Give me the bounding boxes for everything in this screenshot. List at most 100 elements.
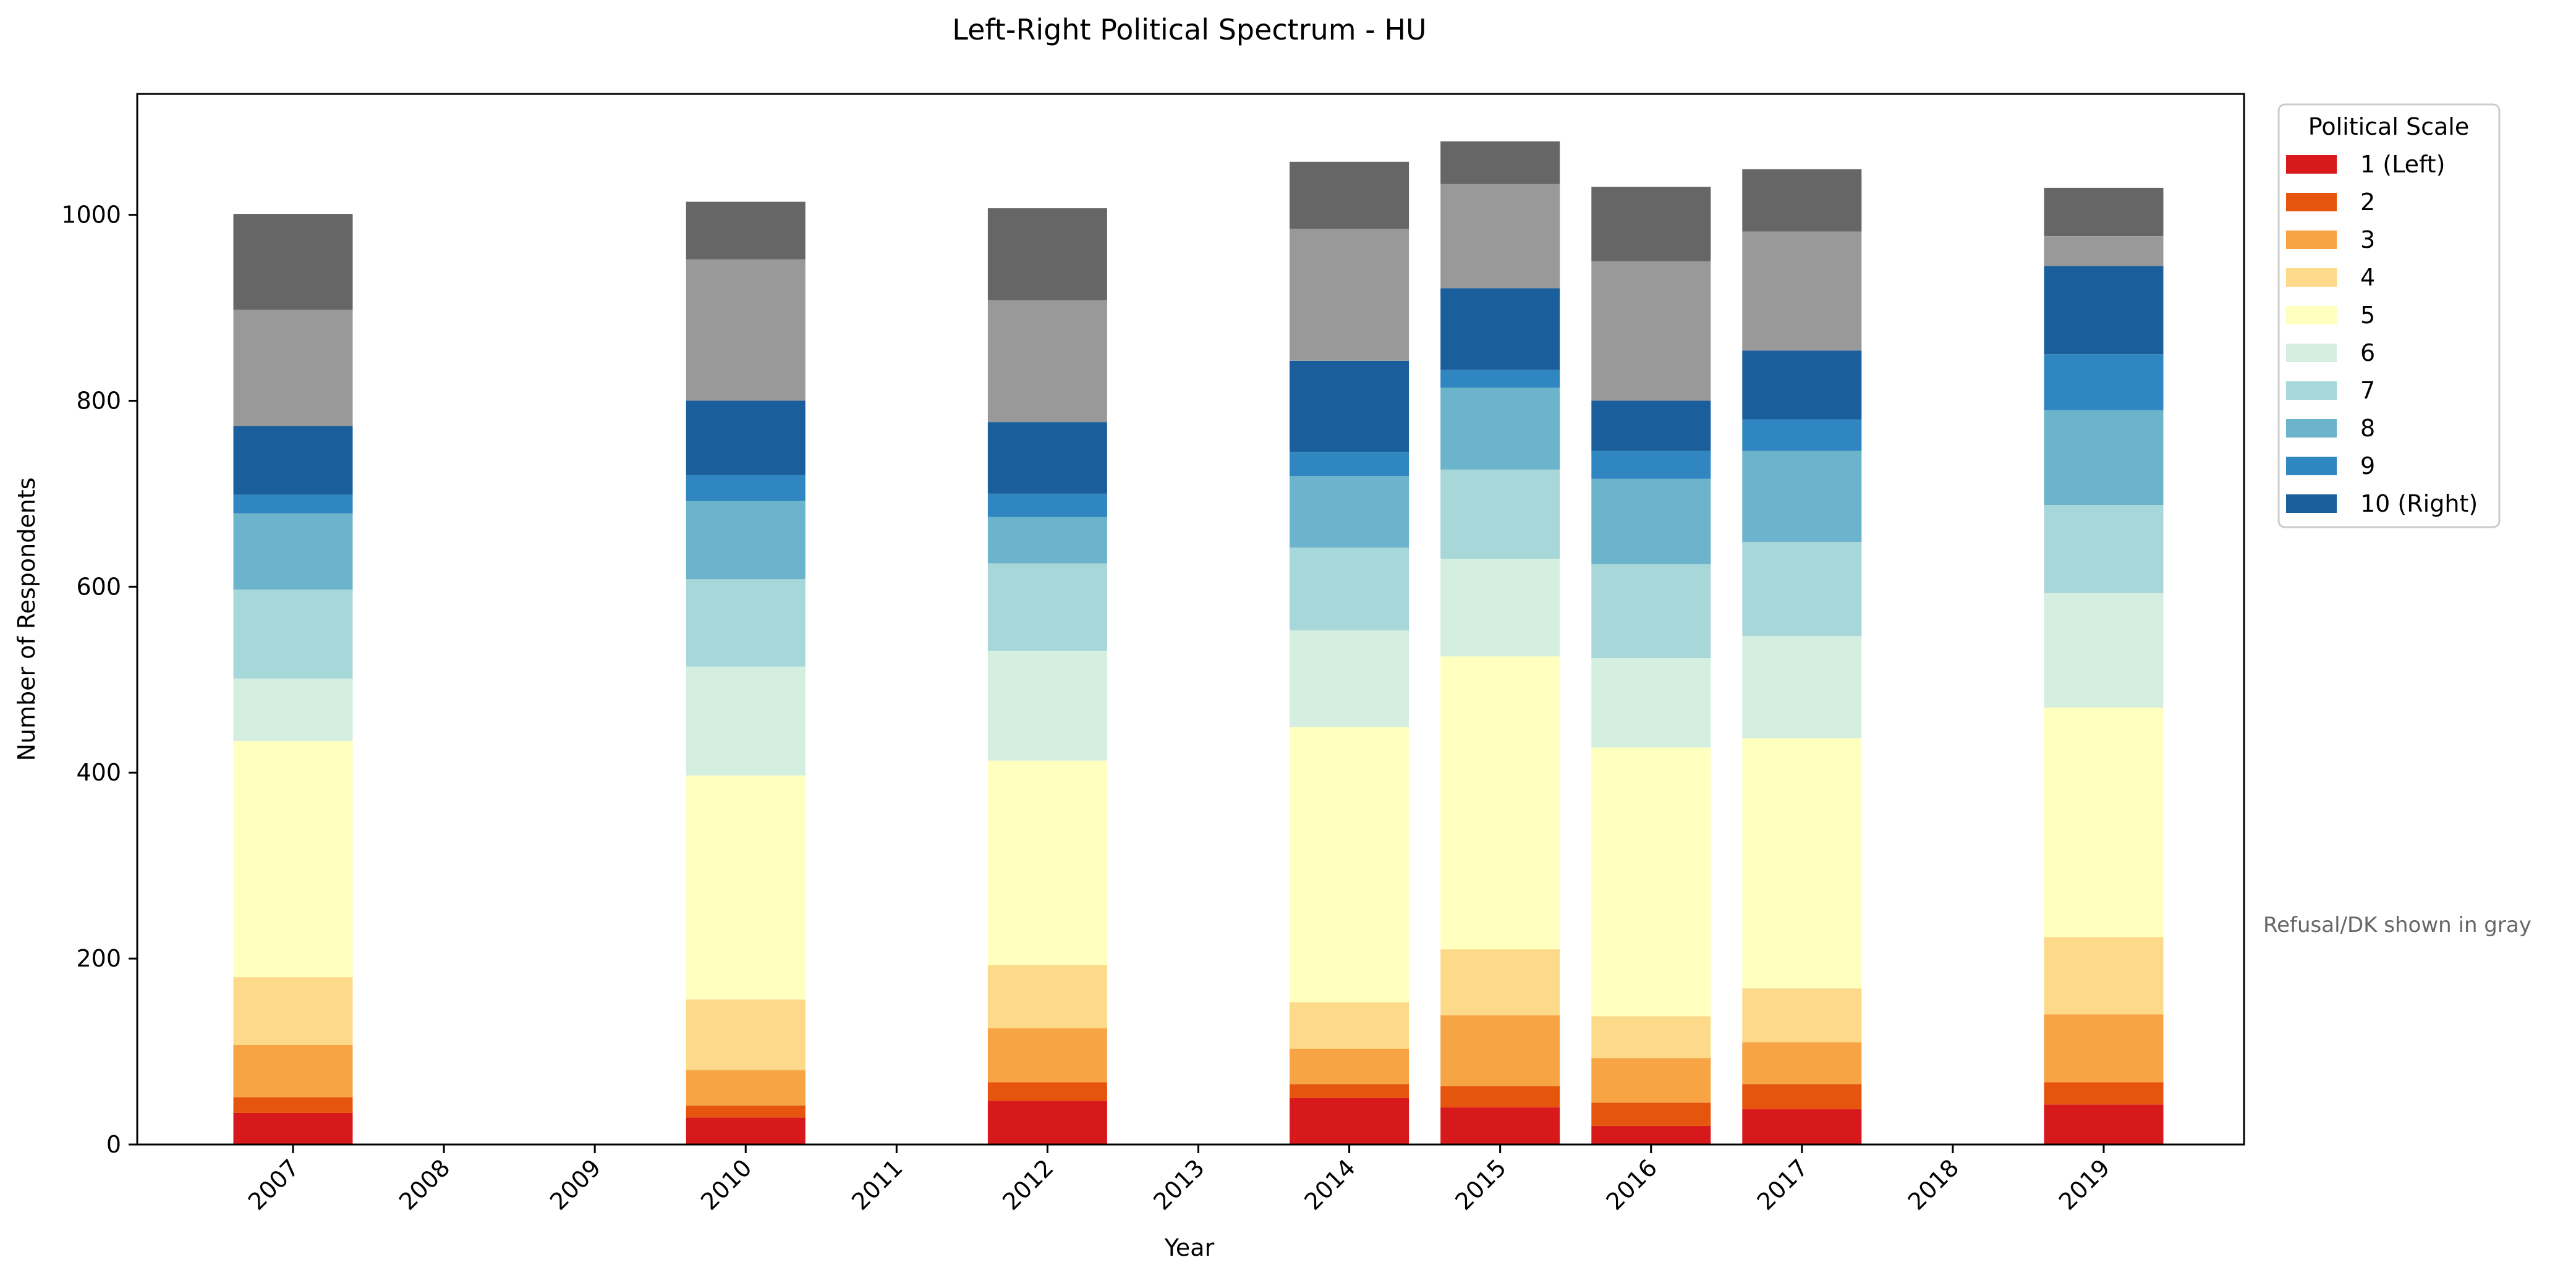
x-axis: 2007 2008 2009 2010 2011 2012 2013 2014 2015 2016… [243,1145,2115,1216]
bar-segment-2012-s12 [987,208,1107,300]
bar-segment-2010-s12 [686,201,806,260]
legend-label: 7 [2360,377,2375,404]
bar-segment-2019-s9 [2044,354,2164,410]
legend-swatch [2286,193,2337,211]
bar-segment-2015-s4 [1440,949,1560,1015]
bar-segment-2007-s8 [233,513,353,590]
bar-segment-2012-s1 [987,1101,1107,1145]
bar-segment-2016-s5 [1591,747,1711,1017]
bar-segment-2015-s11 [1440,184,1560,289]
bar-segment-2014-s3 [1290,1049,1409,1085]
legend-label: 1 (Left) [2360,151,2445,178]
legend-label: 6 [2360,339,2375,366]
bar-segment-2012-s11 [987,300,1107,423]
bar-segment-2015-s7 [1440,469,1560,559]
bar-segment-2014-s1 [1290,1098,1409,1145]
x-tick-label: 2014 [1299,1154,1361,1216]
x-tick-label: 2008 [394,1154,456,1216]
bar-segment-2007-s11 [233,310,353,426]
legend-label: 8 [2360,415,2375,442]
bar-segment-2017-s10 [1742,350,1862,420]
chart-title: Left-Right Political Spectrum - HU [952,13,1426,46]
bar-segment-2015-s8 [1440,387,1560,470]
bar-segment-2019-s4 [2044,937,2164,1015]
bar-segment-2014-s11 [1290,229,1409,361]
bar-segment-2010-s1 [686,1117,806,1145]
legend-label: 10 (Right) [2360,490,2478,517]
bar-segment-2016-s11 [1591,261,1711,401]
x-tick-label: 2017 [1752,1154,1814,1216]
bar-segment-2010-s7 [686,579,806,667]
y-tick-label: 0 [106,1131,121,1158]
bar-segment-2014-s7 [1290,548,1409,631]
legend-swatch [2286,381,2337,400]
bar-segment-2019-s11 [2044,236,2164,266]
bar-segment-2015-s10 [1440,288,1560,370]
bar-segment-2012-s3 [987,1028,1107,1083]
bar-segment-2007-s4 [233,977,353,1045]
x-tick-label: 2015 [1450,1154,1512,1216]
bar-segment-2012-s6 [987,651,1107,761]
x-tick-label: 2018 [1903,1154,1965,1216]
bar-segment-2007-s7 [233,589,353,679]
bar-segment-2007-s1 [233,1112,353,1145]
bar-segment-2015-s12 [1440,141,1560,184]
bar-segment-2014-s12 [1290,161,1409,229]
bar-segment-2010-s10 [686,400,806,475]
bar-segment-2010-s3 [686,1070,806,1106]
bar-segment-2016-s4 [1591,1016,1711,1059]
legend-label: 2 [2360,188,2375,216]
bar-segment-2015-s6 [1440,559,1560,657]
legend-swatch [2286,344,2337,362]
x-tick-label: 2016 [1601,1154,1663,1216]
bar-segment-2016-s9 [1591,451,1711,479]
bar-segment-2014-s2 [1290,1084,1409,1098]
bar-segment-2016-s6 [1591,658,1711,748]
bar-segment-2010-s5 [686,775,806,1000]
bar-segment-2016-s7 [1591,564,1711,659]
annotation-note: Refusal/DK shown in gray [2263,913,2531,937]
bar-segment-2017-s9 [1742,419,1862,451]
bar-segment-2010-s2 [686,1105,806,1118]
legend-label: 5 [2360,302,2375,329]
bar-segment-2007-s10 [233,426,353,495]
y-tick-label: 800 [76,387,121,414]
bar-segment-2019-s3 [2044,1014,2164,1083]
bar-segment-2019-s7 [2044,505,2164,593]
y-tick-label: 1000 [61,201,121,229]
bar-segment-2016-s10 [1591,400,1711,451]
bar-segment-2016-s8 [1591,478,1711,565]
x-tick-label: 2019 [2054,1154,2115,1216]
legend-label: 9 [2360,452,2375,480]
bar-segment-2012-s4 [987,965,1107,1028]
legend-label: 4 [2360,264,2375,291]
x-tick-label: 2011 [846,1154,908,1216]
x-axis-label: Year [1164,1234,1215,1261]
bar-segment-2017-s8 [1742,451,1862,543]
bar-segment-2010-s9 [686,475,806,501]
bar-segment-2017-s11 [1742,231,1862,351]
bar-segment-2017-s1 [1742,1109,1862,1145]
bar-segment-2017-s7 [1742,542,1862,636]
bar-segment-2014-s4 [1290,1002,1409,1049]
legend-swatch [2286,306,2337,324]
bar-segment-2019-s2 [2044,1082,2164,1105]
legend-label: 3 [2360,226,2375,253]
bar-segment-2017-s12 [1742,169,1862,232]
bar-segment-2014-s6 [1290,630,1409,727]
x-tick-label: 2013 [1148,1154,1210,1216]
bar-segment-2017-s4 [1742,988,1862,1043]
bar-segment-2010-s4 [686,999,806,1070]
bar-segment-2012-s5 [987,760,1107,965]
bar-segment-2019-s10 [2044,266,2164,355]
y-tick-label: 600 [76,573,121,600]
bar-segment-2017-s5 [1742,738,1862,989]
x-tick-label: 2009 [545,1154,606,1216]
legend-swatch [2286,419,2337,438]
legend-swatch [2286,457,2337,475]
bar-segment-2012-s2 [987,1082,1107,1101]
bar-segment-2010-s8 [686,501,806,580]
bar-segment-2015-s1 [1440,1107,1560,1145]
plot-frame [136,93,2245,1146]
